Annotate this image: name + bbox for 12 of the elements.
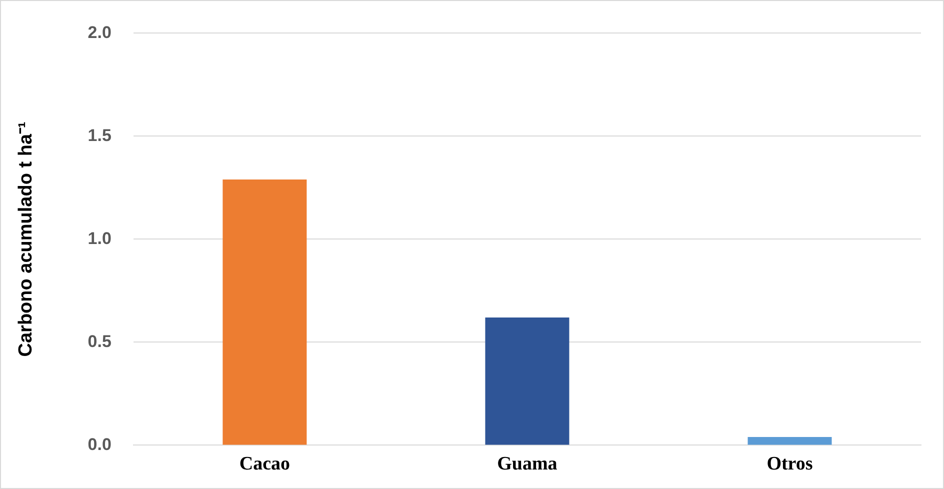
y-tick-label: 1.0 (88, 228, 112, 248)
y-tick-label: 0.0 (88, 434, 112, 454)
y-axis-title: Carbono acumulado t ha⁻¹ (16, 122, 37, 357)
x-tick-label: Otros (766, 454, 813, 475)
y-tick-label: 1.5 (88, 126, 112, 145)
x-tick-label: Cacao (239, 454, 290, 475)
x-tick-label: Guama (497, 454, 558, 475)
bar (222, 179, 307, 445)
bar (748, 436, 832, 445)
bar (485, 317, 570, 445)
y-tick-label: 0.5 (88, 332, 112, 351)
y-tick-label: 2.0 (88, 22, 112, 42)
